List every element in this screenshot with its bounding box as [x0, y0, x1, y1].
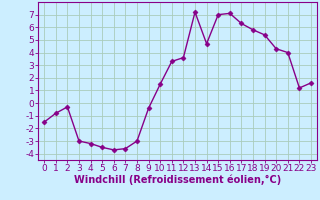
- X-axis label: Windchill (Refroidissement éolien,°C): Windchill (Refroidissement éolien,°C): [74, 175, 281, 185]
